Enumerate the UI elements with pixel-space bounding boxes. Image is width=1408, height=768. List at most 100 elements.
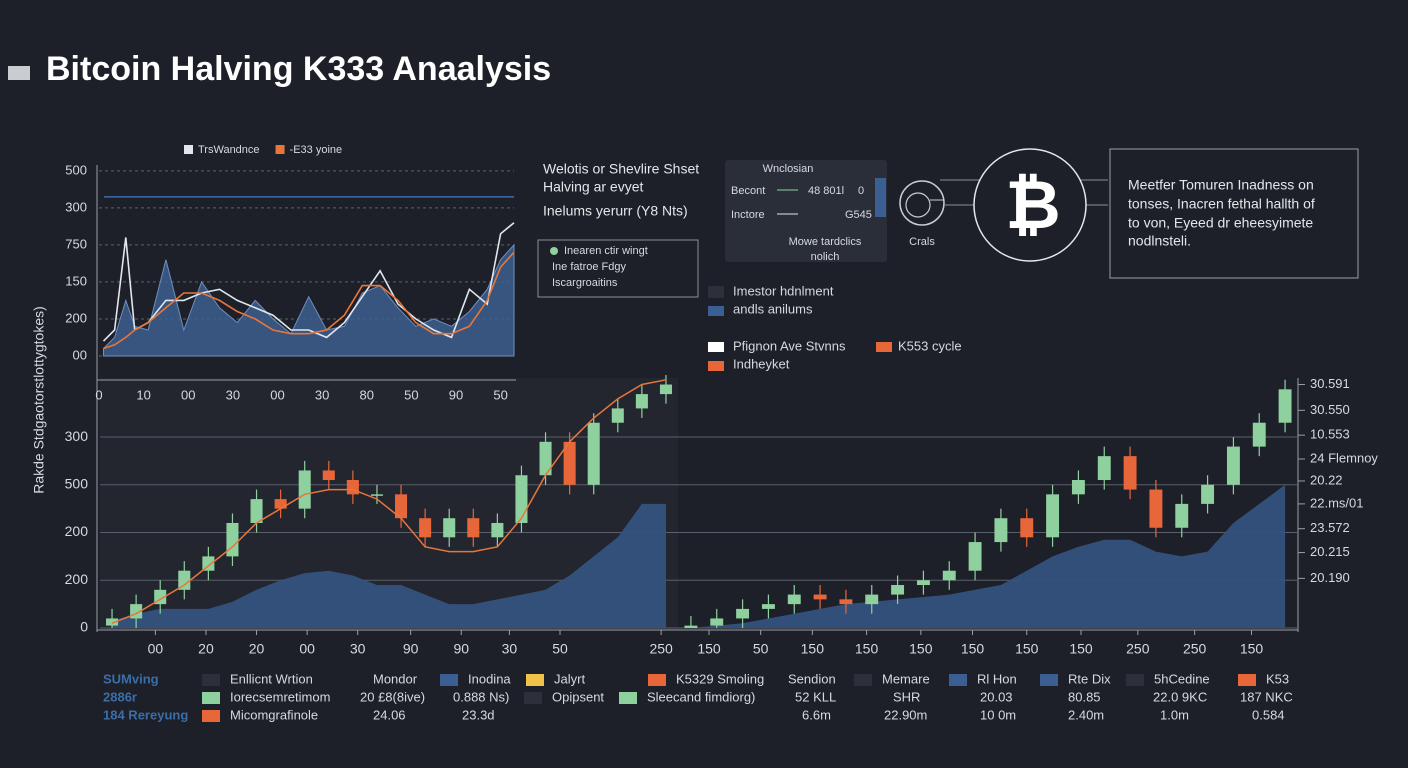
y-tick-label: 200 [65, 523, 89, 539]
footer-text: 22.90m [884, 707, 927, 722]
y-tick-label: 20.22 [1310, 472, 1343, 487]
icon-label: Crals [909, 236, 935, 248]
footer-text: 22.0 9KC [1153, 689, 1207, 704]
x-tick-label: 50 [493, 387, 507, 402]
y-tick-label: 30.591 [1310, 376, 1350, 391]
panel-bar [875, 178, 886, 217]
x-tick-label: 150 [1240, 641, 1264, 657]
footer-text: 23.3d [462, 707, 495, 722]
candle-body [813, 594, 827, 600]
footer-swatch [202, 710, 220, 722]
x-tick-label: 90 [403, 641, 419, 657]
candle-body [787, 594, 801, 605]
x-tick-label: 20 [249, 641, 265, 657]
y-tick-label: 30.550 [1310, 402, 1350, 417]
footer-text: 2886r [103, 689, 137, 704]
info-line: to von, Eyeed dr eheesyimete [1128, 215, 1313, 231]
candle-body [942, 570, 956, 581]
x-tick-label: 30 [226, 387, 240, 402]
note-line: Inearen ctir wingt [564, 245, 648, 257]
info-line: tonses, Inacren fethal hallth of [1128, 196, 1315, 212]
panel-label: Inctore [731, 209, 765, 221]
candle-body [419, 518, 432, 538]
x-tick-label: 30 [315, 387, 329, 402]
candle-body [226, 522, 239, 557]
candle-body [659, 384, 672, 395]
icon-ring [899, 180, 945, 226]
y-tick-label: 750 [65, 236, 87, 251]
info-box [1109, 148, 1359, 279]
footer-swatch [949, 674, 967, 686]
note-dot [550, 247, 558, 255]
legend-text: K553 cycle [898, 338, 962, 353]
candle-body [1046, 494, 1060, 538]
footer-text: Jalyrt [554, 671, 585, 686]
legend-swatch [708, 306, 724, 316]
footer-text: 80.85 [1068, 689, 1101, 704]
area [112, 503, 666, 628]
candle-body [346, 480, 359, 495]
title-icon [8, 66, 30, 80]
panel-title: Wnclosian [763, 163, 814, 175]
x-tick-label: 50 [552, 641, 568, 657]
candle-body [1149, 489, 1163, 528]
candle-body [1020, 518, 1034, 538]
candle-body [322, 470, 335, 481]
legend-text: Imestor hdnlment [733, 283, 834, 298]
candle-body [839, 599, 853, 605]
note-line: Iscargroaitins [552, 277, 618, 289]
x-tick-label: 250 [649, 641, 673, 657]
y-tick-label: 00 [73, 347, 87, 362]
y-tick-label: 0 [80, 619, 88, 635]
legend-swatch [184, 145, 193, 154]
y-tick-label: 10.553 [1310, 427, 1350, 442]
footer-text: SHR [893, 689, 920, 704]
bitcoin-icon: ₿ [1005, 167, 1060, 243]
x-tick-label: 90 [449, 387, 463, 402]
info-line: nodlnsteli. [1128, 233, 1191, 249]
footer-swatch [619, 692, 637, 704]
candle-body [968, 542, 982, 571]
footer-text: 0.888 Ns) [453, 689, 509, 704]
footer-text: 24.06 [373, 707, 406, 722]
candle-body [1226, 446, 1240, 485]
x-tick-label: 150 [801, 641, 825, 657]
y-tick-label: 150 [65, 273, 87, 288]
candle-body [539, 441, 552, 476]
note-line: Ine fatroe Fdgy [552, 261, 626, 273]
legend-swatch [708, 286, 724, 298]
panel [725, 160, 887, 262]
footer-text: Iorecsemretimom [230, 689, 330, 704]
line [111, 379, 667, 624]
candle-body [563, 441, 576, 485]
footer-swatch [202, 674, 220, 686]
legend-swatch [275, 145, 285, 154]
x-tick-label: 250 [1183, 641, 1207, 657]
candle-body [395, 494, 408, 519]
legend-text: andls anilums [733, 301, 813, 316]
candle-body [1175, 503, 1189, 528]
candle-body [736, 608, 750, 619]
x-tick-label: 00 [270, 387, 284, 402]
candle-body [274, 499, 287, 509]
footer-text: Micomgrafinole [230, 707, 318, 722]
footer-text: 187 NKC [1240, 689, 1293, 704]
footer-text: Enllicnt Wrtion [230, 671, 313, 686]
y-tick-label: 300 [65, 199, 87, 214]
footer-text: Rte Dix [1068, 671, 1111, 686]
footer-text: SUMving [103, 671, 159, 686]
x-tick-label: 150 [697, 641, 721, 657]
footer-text: Mondor [373, 671, 418, 686]
footer-swatch [1238, 674, 1256, 686]
legend-swatch [708, 361, 724, 371]
footer-swatch [1126, 674, 1144, 686]
candle-body [891, 585, 905, 595]
x-tick-label: 10 [136, 387, 150, 402]
panel-value: 48 801l [808, 185, 844, 197]
bitcoin-ring [973, 148, 1087, 262]
footer-text: K5329 Smoling [676, 671, 764, 686]
panel-value: G545 [845, 209, 872, 221]
area [690, 484, 1286, 628]
footer-text: Sleecand fimdiorg) [647, 689, 755, 704]
x-tick-label: 0 [95, 387, 102, 402]
